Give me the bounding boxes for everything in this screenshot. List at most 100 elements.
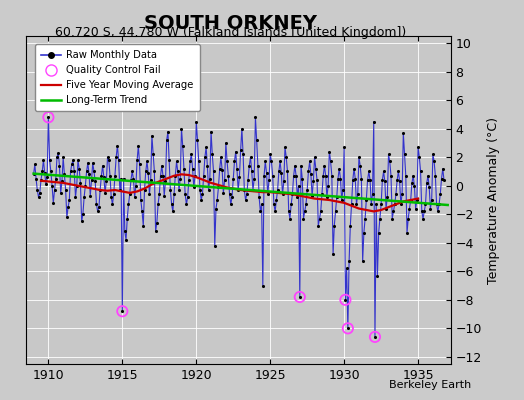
Point [79, 211, 87, 218]
Point [230, 158, 238, 165]
Point [132, 182, 140, 189]
Point [408, 180, 416, 186]
Point [302, 201, 310, 208]
Point [372, 201, 380, 208]
Point [75, 166, 83, 172]
Point [208, 151, 216, 158]
Point [44, 114, 52, 120]
Point [400, 151, 409, 158]
Point [159, 172, 167, 179]
Point [113, 143, 122, 149]
Point [168, 201, 176, 208]
Point [419, 215, 427, 222]
Point [278, 191, 287, 198]
Point [314, 222, 322, 229]
Point [334, 176, 342, 182]
Point [51, 176, 60, 182]
Point [181, 191, 189, 198]
Point [316, 208, 325, 215]
Point [344, 325, 352, 332]
Point [259, 282, 267, 289]
Point [138, 208, 146, 215]
Point [355, 154, 363, 160]
Point [401, 172, 410, 179]
Point [324, 182, 332, 189]
Point [54, 150, 62, 156]
Point [312, 166, 320, 172]
Point [417, 168, 425, 175]
Point [158, 162, 166, 169]
Point [274, 187, 282, 193]
Point [352, 201, 361, 208]
Point [217, 154, 225, 160]
Point [184, 177, 193, 183]
Point [301, 208, 309, 215]
Point [387, 172, 395, 179]
Point [376, 215, 384, 222]
Point [85, 171, 93, 178]
Point [297, 162, 305, 169]
Point [303, 187, 311, 193]
Point [225, 191, 234, 198]
Point [89, 160, 97, 166]
Point [173, 168, 182, 175]
Point [371, 334, 379, 340]
Point [150, 168, 159, 175]
Point [194, 158, 203, 165]
Point [292, 172, 300, 179]
Point [365, 168, 373, 175]
Point [396, 178, 404, 185]
Point [367, 201, 376, 208]
Point [68, 161, 76, 168]
Point [140, 187, 149, 193]
Point [189, 166, 197, 172]
Point [291, 162, 299, 169]
Text: SOUTH ORKNEY: SOUTH ORKNEY [144, 14, 317, 33]
Point [325, 148, 334, 155]
Point [147, 177, 155, 183]
Point [95, 204, 103, 210]
Point [172, 158, 181, 165]
Text: 60.720 S, 44.780 W (Falkland Islands [United Kingdom]): 60.720 S, 44.780 W (Falkland Islands [Un… [55, 26, 406, 39]
Point [50, 187, 59, 193]
Point [239, 151, 247, 158]
Point [63, 214, 71, 220]
Point [127, 177, 135, 183]
Point [149, 151, 157, 158]
Point [257, 201, 266, 208]
Point [112, 154, 121, 160]
Point [429, 151, 437, 158]
Point [151, 228, 160, 234]
Point [101, 190, 110, 196]
Point [380, 178, 389, 185]
Point [436, 191, 444, 198]
Point [347, 201, 356, 208]
Point [64, 204, 72, 210]
Point [154, 201, 162, 208]
Point [179, 143, 187, 149]
Point [263, 170, 271, 176]
Point [223, 158, 231, 165]
Point [175, 187, 183, 193]
Point [182, 201, 191, 208]
Point [201, 154, 209, 160]
Point [88, 177, 96, 183]
Point [247, 168, 256, 175]
Point [61, 187, 70, 193]
Point [340, 144, 348, 150]
Point [379, 168, 388, 175]
Point [124, 201, 133, 208]
Point [32, 176, 40, 182]
Point [277, 170, 286, 176]
Point [210, 168, 218, 175]
Y-axis label: Temperature Anomaly (°C): Temperature Anomaly (°C) [487, 116, 500, 284]
Point [411, 205, 420, 212]
Point [203, 162, 212, 169]
Point [170, 191, 178, 198]
Point [37, 177, 45, 183]
Point [320, 162, 329, 169]
Point [296, 294, 304, 300]
Point [358, 258, 367, 264]
Point [214, 184, 223, 190]
Point [218, 167, 226, 173]
